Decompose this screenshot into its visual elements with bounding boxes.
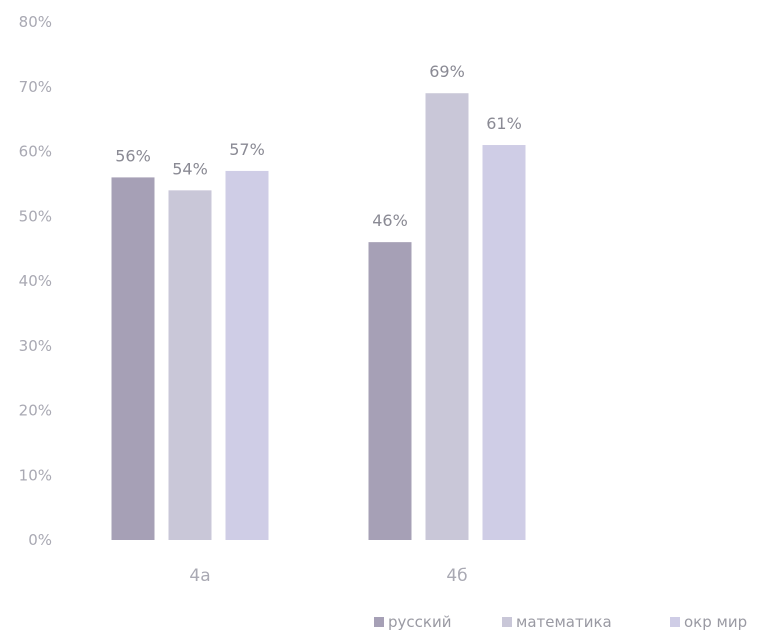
y-tick-label: 10% [19, 466, 52, 484]
data-label: 61% [486, 114, 522, 133]
data-label: 56% [115, 146, 151, 165]
data-labels: 56% 54% 57% 46% 69% 61% [115, 62, 522, 230]
x-category-label: 4б [446, 566, 467, 586]
y-tick-label: 0% [28, 531, 52, 549]
legend-swatch [374, 617, 384, 627]
bar-русский-4а [111, 177, 155, 540]
x-axis: 4а 4б [189, 566, 467, 586]
bar-математика-4б [425, 93, 469, 540]
data-label: 46% [372, 211, 408, 230]
y-tick-label: 70% [19, 78, 52, 96]
x-category-label: 4а [189, 566, 210, 586]
data-label: 57% [229, 140, 265, 159]
y-tick-label: 50% [19, 207, 52, 225]
legend-swatch [502, 617, 512, 627]
y-axis: 0% 10% 20% 30% 40% 50% 60% 70% 80% [19, 13, 52, 549]
legend-label: окр мир [684, 613, 747, 631]
y-tick-label: 60% [19, 143, 52, 161]
bars [111, 93, 526, 541]
y-tick-label: 30% [19, 337, 52, 355]
bar-окр-мир-4б [482, 145, 526, 540]
data-label: 54% [172, 159, 208, 178]
data-label: 69% [429, 62, 465, 81]
bar-окр-мир-4а [225, 170, 269, 541]
legend-label: математика [516, 613, 612, 631]
y-tick-label: 20% [19, 402, 52, 420]
y-tick-label: 40% [19, 272, 52, 290]
legend-label: русский [388, 613, 451, 631]
y-tick-label: 80% [19, 13, 52, 31]
bar-русский-4б [368, 242, 412, 540]
legend-swatch [670, 617, 680, 627]
bar-математика-4а [168, 190, 212, 540]
legend: русский математика окр мир [374, 613, 747, 631]
